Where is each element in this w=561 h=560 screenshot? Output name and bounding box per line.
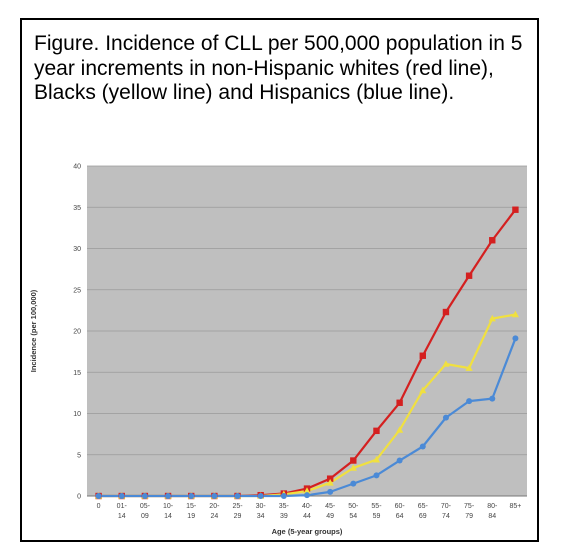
x-tick-label: 24 bbox=[210, 513, 218, 520]
data-point bbox=[327, 488, 334, 495]
x-tick-label: 80- bbox=[487, 503, 498, 510]
x-tick-label: 05- bbox=[140, 503, 151, 510]
x-tick-label: 25- bbox=[232, 503, 243, 510]
y-tick-label: 5 bbox=[77, 452, 81, 459]
data-point bbox=[489, 395, 496, 402]
y-tick-label: 20 bbox=[73, 329, 81, 336]
x-tick-label: 85+ bbox=[509, 503, 521, 510]
x-tick-label: 79 bbox=[465, 513, 473, 520]
data-point bbox=[511, 310, 520, 318]
data-point bbox=[280, 493, 287, 499]
line-chart: 0 5 10 15 20 25 30 35 40 0 01- 14 05- 09 10- 14 15- 19 20… bbox=[29, 164, 527, 536]
y-tick-label: 25 bbox=[73, 287, 81, 294]
x-tick-label: 15- bbox=[186, 503, 197, 510]
x-tick-label: 70- bbox=[441, 503, 452, 510]
data-point bbox=[373, 472, 380, 479]
data-point bbox=[465, 272, 473, 279]
data-point bbox=[234, 493, 241, 499]
x-tick-label: 65- bbox=[418, 503, 429, 510]
data-point bbox=[396, 399, 403, 406]
x-tick-label: 01- bbox=[117, 503, 128, 510]
data-point bbox=[512, 206, 519, 213]
data-point bbox=[304, 492, 310, 499]
data-point bbox=[373, 427, 380, 435]
data-point bbox=[396, 426, 404, 433]
x-axis-title: Age (5-year groups) bbox=[272, 527, 343, 536]
x-tick-label: 50- bbox=[348, 503, 359, 510]
x-tick-labels: 0 01- 14 05- 09 10- 14 15- 19 20- 24 25- 29 30- 34 35- 3… bbox=[97, 503, 522, 520]
data-point bbox=[466, 398, 473, 405]
x-tick-label: 39 bbox=[280, 513, 288, 520]
data-point bbox=[512, 335, 519, 342]
data-point bbox=[95, 493, 102, 499]
x-tick-label: 0 bbox=[97, 503, 101, 510]
x-tick-label: 20- bbox=[209, 503, 220, 510]
y-tick-label: 35 bbox=[73, 205, 81, 212]
x-tick-label: 29 bbox=[234, 513, 242, 520]
x-tick-label: 75- bbox=[464, 503, 475, 510]
x-tick-label: 59 bbox=[373, 513, 381, 520]
data-point bbox=[442, 414, 449, 421]
data-point bbox=[442, 308, 450, 316]
x-tick-label: 49 bbox=[326, 513, 334, 520]
data-series bbox=[94, 206, 520, 500]
data-point bbox=[396, 457, 403, 464]
x-tick-label: 69 bbox=[419, 513, 427, 520]
x-tick-label: 19 bbox=[187, 513, 195, 520]
x-tick-label: 84 bbox=[488, 513, 496, 520]
x-tick-label: 44 bbox=[303, 513, 311, 520]
data-point bbox=[188, 493, 195, 499]
data-point bbox=[419, 352, 426, 359]
data-point bbox=[350, 480, 357, 487]
data-point bbox=[118, 493, 125, 499]
data-point bbox=[257, 493, 264, 499]
x-tick-label: 14 bbox=[118, 513, 126, 520]
x-tick-label: 60- bbox=[395, 503, 406, 510]
data-point bbox=[488, 314, 496, 322]
figure-frame: Figure. Incidence of CLL per 500,000 pop… bbox=[20, 18, 539, 542]
data-point bbox=[211, 493, 218, 499]
data-point bbox=[419, 386, 427, 394]
x-tick-label: 34 bbox=[257, 513, 265, 520]
y-tick-label: 0 bbox=[77, 494, 81, 501]
data-point bbox=[350, 457, 357, 464]
x-tick-label: 40- bbox=[302, 503, 313, 510]
y-axis-title: Incidence (per 100,000) bbox=[29, 289, 38, 372]
data-point bbox=[141, 493, 148, 499]
x-tick-label: 14 bbox=[164, 513, 172, 520]
data-point bbox=[465, 364, 473, 371]
data-point bbox=[303, 487, 311, 494]
x-tick-label: 64 bbox=[396, 513, 404, 520]
y-tick-label: 10 bbox=[73, 411, 81, 418]
x-tick-label: 54 bbox=[349, 513, 357, 520]
y-tick-labels: 0 5 10 15 20 25 30 35 40 bbox=[73, 164, 81, 501]
data-point bbox=[326, 479, 334, 486]
figure-caption: Figure. Incidence of CLL per 500,000 pop… bbox=[34, 32, 523, 104]
x-tick-label: 30- bbox=[256, 503, 267, 510]
x-tick-label: 74 bbox=[442, 513, 450, 520]
data-point bbox=[326, 475, 334, 482]
data-point bbox=[165, 493, 172, 499]
data-point bbox=[349, 464, 357, 471]
y-tick-label: 30 bbox=[73, 246, 81, 253]
data-point bbox=[372, 455, 381, 463]
x-tick-label: 55- bbox=[371, 503, 382, 510]
y-tick-label: 40 bbox=[73, 164, 81, 171]
data-point bbox=[419, 443, 426, 450]
y-tick-label: 15 bbox=[73, 370, 81, 377]
data-point bbox=[489, 237, 496, 244]
x-tick-label: 10- bbox=[163, 503, 174, 510]
data-point bbox=[442, 360, 450, 367]
x-tick-label: 45- bbox=[325, 503, 336, 510]
x-tick-label: 09 bbox=[141, 513, 149, 520]
x-tick-label: 35- bbox=[279, 503, 290, 510]
